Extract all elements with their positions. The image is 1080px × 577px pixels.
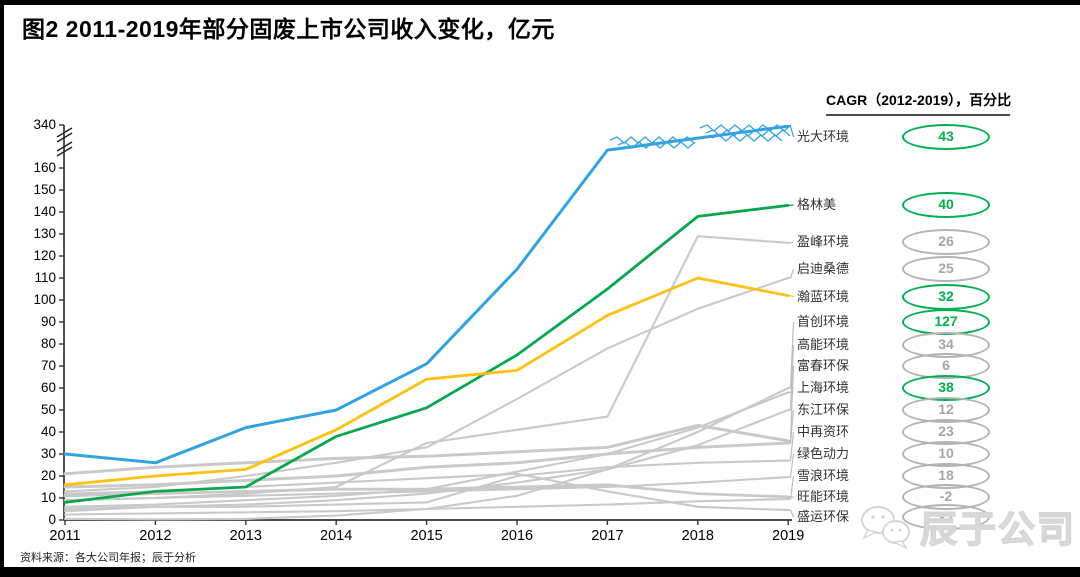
- leader-line: [788, 241, 794, 244]
- series-line-3: [63, 235, 790, 502]
- top-border-bar: [0, 0, 1080, 5]
- bottom-border-bar: [0, 567, 1080, 577]
- line-break-squiggle-icon: [617, 141, 696, 149]
- line-break-squiggle-icon: [699, 124, 792, 132]
- leader-line: [788, 409, 795, 444]
- wechat-logo-icon: [861, 506, 910, 550]
- leader-line: [788, 453, 795, 478]
- series-line-7: [63, 408, 790, 513]
- series-line-14: [63, 483, 790, 499]
- cagr-column-header: CAGR（2012-2019），百分比: [826, 90, 1011, 116]
- series-line-8: [63, 423, 790, 476]
- line-break-squiggle-icon: [711, 134, 783, 142]
- series-line-4: [63, 276, 790, 493]
- series-line-5: [63, 276, 790, 487]
- axis-break-icon: [56, 132, 73, 143]
- left-border-bar: [0, 0, 4, 577]
- leader-line: [788, 431, 795, 462]
- axis-break-icon: [56, 127, 73, 138]
- series-line-1: [63, 124, 790, 465]
- leader-line: [788, 475, 795, 500]
- series-line-12: [63, 476, 790, 502]
- watermark-text: 辰于公司: [919, 508, 1076, 551]
- leader-line: [788, 268, 795, 279]
- axis-break-icon: [56, 146, 73, 157]
- leader-line: [788, 344, 795, 411]
- source-note: 资料来源：各大公司年报；辰于分析: [20, 552, 196, 564]
- series-line-11: [63, 459, 790, 511]
- chart-title: 图2 2011-2019年部分固废上市公司收入变化，亿元: [22, 16, 555, 42]
- series-line-2: [63, 203, 790, 504]
- watermark: 辰于公司: [856, 499, 1076, 553]
- leader-line: [788, 321, 795, 389]
- axis-break-icon: [56, 141, 73, 152]
- series-line-10: [63, 441, 790, 489]
- leader-line: [788, 295, 794, 298]
- leader-line: [788, 509, 795, 518]
- leader-line: [788, 387, 794, 393]
